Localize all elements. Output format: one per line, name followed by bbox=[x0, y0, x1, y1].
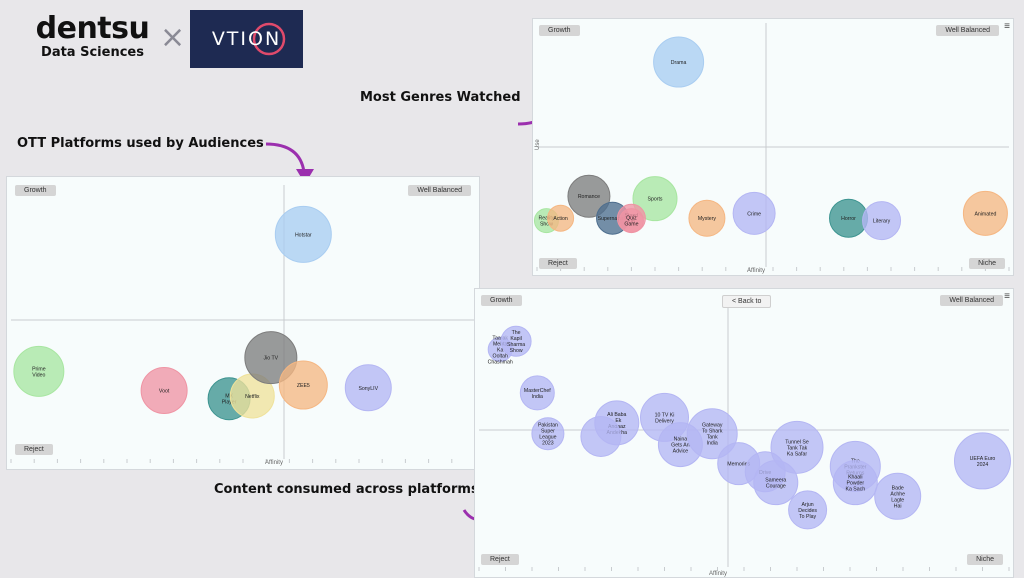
bubble-label: Mystery bbox=[698, 216, 717, 222]
bubble-platforms-0[interactable] bbox=[274, 205, 332, 263]
quadrant-growth-label: Growth bbox=[481, 295, 522, 306]
bubble-label: Voot bbox=[159, 389, 170, 395]
bubble-label: Supernatural bbox=[598, 216, 628, 222]
bubble-genres-2[interactable] bbox=[567, 174, 611, 218]
bubble-genres-1[interactable] bbox=[632, 176, 678, 222]
callout-genres: Most Genres Watched bbox=[360, 90, 521, 105]
bubble-label: Memories bbox=[727, 462, 750, 468]
quadrant-well-balanced-label: Well Balanced bbox=[936, 25, 999, 36]
dentsu-logo: dentsu bbox=[35, 11, 150, 46]
platforms-chart-svg: Hotstar Prime Video Voot MX Player Netflix Jio … bbox=[10, 185, 476, 466]
bubble-label: Khaali Powder Ka Sach bbox=[845, 475, 865, 493]
bubble-label: Netflix bbox=[245, 394, 260, 400]
bubble-label: The Kapil Sharma Show bbox=[507, 330, 525, 354]
bubble-platforms-1[interactable] bbox=[13, 345, 65, 397]
bubble-label: ZEE5 bbox=[297, 383, 310, 389]
quadrant-niche-label: Niche bbox=[969, 258, 1005, 269]
bubble-label: Tunnel Se Tank Tak Ka Safar bbox=[785, 439, 809, 457]
bubble-label: SonyLIV bbox=[358, 386, 378, 392]
bubble-content-13[interactable] bbox=[788, 490, 828, 530]
quadrant-niche-label: Niche bbox=[967, 554, 1003, 565]
bubble-label: Animated bbox=[974, 211, 996, 217]
bubble-content-2[interactable] bbox=[519, 375, 555, 411]
x-axis-label: Affinity bbox=[265, 460, 283, 466]
bubble-label: Hotstar bbox=[295, 232, 312, 238]
vtion-logo: VTION bbox=[190, 10, 303, 68]
platforms-chart-panel: Hotstar Prime Video Voot MX Player Netflix Jio … bbox=[6, 176, 480, 470]
quadrant-well-balanced-label: Well Balanced bbox=[408, 185, 471, 196]
bubble-content-5[interactable] bbox=[580, 415, 622, 457]
bubble-label: Horror bbox=[841, 216, 856, 222]
bubble-label: Sameera Courage bbox=[765, 478, 786, 490]
bubble-label: Gateway To Shark Tank India bbox=[702, 423, 723, 447]
bubble-label: Prime Video bbox=[32, 366, 46, 378]
bubble-label: MX Player bbox=[222, 394, 237, 406]
bubble-label: Naina Gets An Advice bbox=[671, 437, 690, 455]
bubble-genres-8[interactable] bbox=[688, 199, 726, 237]
logo-group: dentsu Data Sciences × VTION bbox=[30, 10, 305, 70]
bubble-label: Jio TV bbox=[264, 356, 279, 362]
quadrant-reject-label: Reject bbox=[539, 258, 577, 269]
bubble-label: MasterChef India bbox=[524, 388, 551, 400]
x-axis-label: Affinity bbox=[709, 571, 727, 577]
bubble-content-12[interactable] bbox=[770, 420, 824, 474]
back-arrow-icon: < bbox=[732, 298, 739, 305]
bubble-platforms-2[interactable] bbox=[140, 367, 188, 414]
bubble-label: 10 TV Ki Delivery bbox=[655, 412, 675, 424]
hamburger-menu-icon[interactable]: ≡ bbox=[1004, 291, 1010, 302]
quadrant-reject-label: Reject bbox=[481, 554, 519, 565]
quadrant-well-balanced-label: Well Balanced bbox=[940, 295, 1003, 306]
bubble-content-17[interactable] bbox=[954, 432, 1011, 490]
logo-separator: × bbox=[160, 20, 186, 55]
bubble-label: Pakistan Super League 2023 bbox=[538, 423, 558, 447]
bubble-content-3[interactable] bbox=[531, 417, 565, 451]
bubble-label: UEFA Euro 2024 bbox=[970, 456, 996, 468]
vtion-ring-icon bbox=[252, 22, 286, 56]
bubble-platforms-6[interactable] bbox=[278, 360, 328, 410]
bubble-label: Literary bbox=[873, 219, 891, 225]
bubble-label: Sports bbox=[648, 197, 663, 203]
callout-platforms: OTT Platforms used by Audiences bbox=[17, 136, 264, 151]
vtion-wordmark: VTION bbox=[211, 28, 282, 50]
bubble-label: Romance bbox=[578, 194, 600, 200]
bubble-genres-9[interactable] bbox=[732, 191, 776, 235]
content-chart-panel: Taarak Mehta Ka Ooltah Chashmah The Kapil Sharm… bbox=[474, 288, 1014, 578]
bubble-genres-4[interactable] bbox=[547, 204, 575, 232]
bubble-label: Drama bbox=[671, 60, 687, 66]
bubble-label: Arjun Decides To Play bbox=[798, 502, 817, 520]
bubble-content-8[interactable] bbox=[686, 408, 738, 460]
bubble-label: Crime bbox=[747, 211, 761, 217]
genres-chart-panel: Drama Sports Romance Reality Show Action Super… bbox=[532, 18, 1014, 276]
quadrant-reject-label: Reject bbox=[15, 444, 53, 455]
bubble-genres-12[interactable] bbox=[962, 190, 1008, 236]
bubble-label: Quiz Game bbox=[624, 216, 638, 228]
bubble-label: Bade Achhe Lagte Hai bbox=[890, 485, 905, 509]
bubble-label: Reality Show bbox=[539, 216, 555, 228]
dentsu-subtitle: Data Sciences bbox=[41, 45, 144, 60]
bubble-content-1[interactable] bbox=[500, 325, 532, 357]
bubble-content-16[interactable] bbox=[874, 472, 922, 520]
bubble-genres-0[interactable] bbox=[653, 36, 705, 88]
bubble-label: Taarak Mehta Ka Ooltah Chashmah bbox=[488, 335, 513, 365]
bubble-content-15[interactable] bbox=[832, 460, 878, 506]
bubble-platforms-7[interactable] bbox=[344, 364, 392, 412]
bubble-genres-7[interactable] bbox=[618, 208, 644, 234]
callout-content: Content consumed across platforms bbox=[214, 482, 479, 497]
back-button-label: Back to bbox=[738, 298, 762, 305]
back-button[interactable]: < Back to bbox=[722, 295, 772, 308]
quadrant-growth-label: Growth bbox=[539, 25, 580, 36]
bubble-label: Action bbox=[553, 216, 568, 222]
quadrant-growth-label: Growth bbox=[15, 185, 56, 196]
bubble-genres-11[interactable] bbox=[862, 201, 902, 241]
hamburger-menu-icon[interactable]: ≡ bbox=[1004, 21, 1010, 32]
y-axis-label: Use bbox=[535, 139, 541, 150]
x-axis-label: Affinity bbox=[747, 268, 765, 274]
